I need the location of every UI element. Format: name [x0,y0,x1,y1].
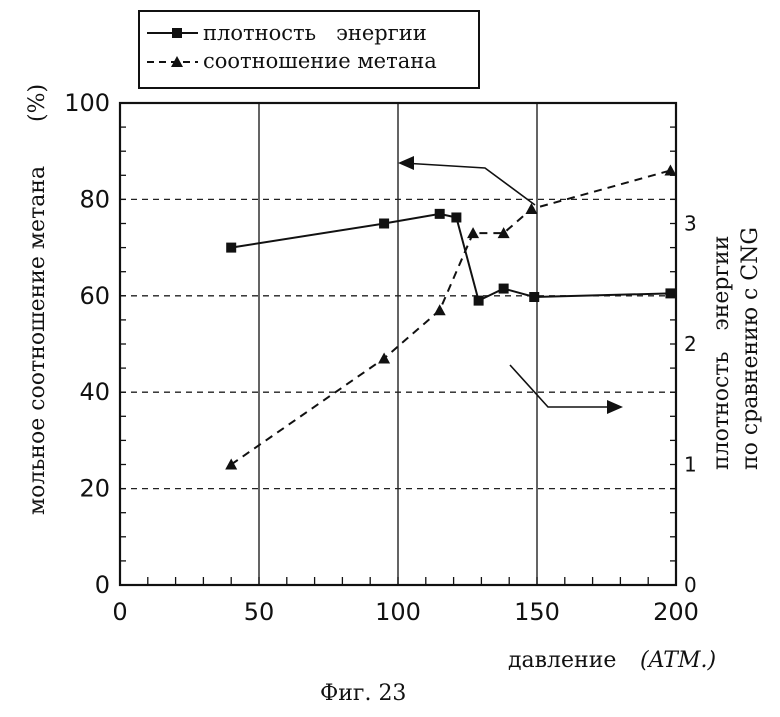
y-left-tick-label-40: 40 [79,378,110,406]
legend-label-methane-ratio: соотношение метана [203,49,437,73]
y-left-tick-label-100: 100 [64,89,110,117]
y-axis-right-title-line1: плотность энергии [709,236,734,470]
y-right-tick-label-1: 1 [684,453,697,477]
legend: плотность энергии соотношение метана [138,10,480,89]
series-layer [225,164,677,470]
y-left-tick-label-20: 20 [79,475,110,503]
y-right-tick-label-3: 3 [684,212,697,236]
series-0-point-1 [379,218,390,229]
y-axis-left-unit: (%) [25,84,50,122]
legend-square-marker [172,28,182,38]
grid-layer [120,103,676,585]
y-right-tick-label-0: 0 [684,573,697,597]
arrow-left-shaft [402,162,536,206]
x-axis-title: давление [508,648,616,673]
y-left-tick-label-60: 60 [79,282,110,310]
x-tick-label-100: 100 [375,598,421,626]
series-0-point-3 [451,212,462,223]
annotation-layer [398,156,623,414]
series-0-point-4 [473,295,484,306]
series-1-point-0 [225,458,238,470]
y-axis-right-title-line2: по сравнению с CNG [738,227,763,470]
arrow-right-shaft [509,364,615,408]
legend-label-energy-density: плотность энергии [203,21,427,45]
x-tick-label-200: 200 [653,598,699,626]
legend-box [138,10,480,89]
arrow-left-head [398,156,414,170]
y-left-tick-label-0: 0 [95,571,110,599]
series-0-point-6 [529,292,540,303]
series-1-point-3 [467,227,480,239]
series-0-point-0 [226,242,237,253]
series-line-1 [230,169,671,466]
series-0-point-2 [434,208,445,219]
x-axis-unit: (ATM.) [640,648,716,673]
arrow-right-head [607,400,623,414]
series-0-point-7 [665,288,676,299]
series-0-point-5 [498,283,509,294]
series-1-point-1 [378,352,391,364]
x-tick-label-150: 150 [514,598,560,626]
series-1-point-4 [497,227,510,239]
figure-caption: Фиг. 23 [320,681,406,706]
y-right-tick-label-2: 2 [684,332,697,356]
y-left-tick-label-80: 80 [79,185,110,213]
series-1-point-5 [525,203,538,215]
series-1-point-2 [433,304,446,316]
y-axis-left-title: мольное соотношение метана [25,166,50,515]
series-1-point-6 [664,164,677,176]
series-line-0 [231,212,671,303]
x-tick-label-0: 0 [112,598,127,626]
x-tick-label-50: 50 [244,598,275,626]
legend-triangle-marker [171,56,183,67]
